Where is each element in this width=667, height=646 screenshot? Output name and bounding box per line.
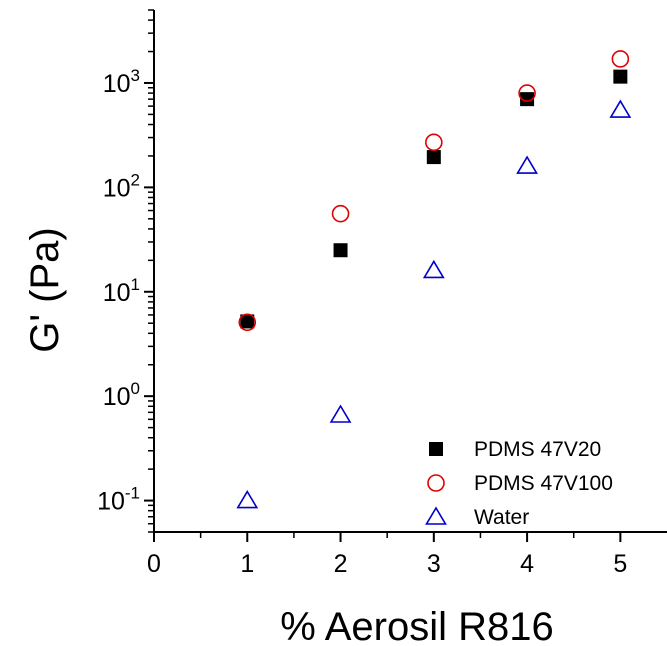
legend-label: Water [474, 506, 529, 529]
data-point-series2 [516, 155, 538, 174]
x-tick-label: 0 [147, 550, 161, 578]
data-point-series0 [613, 69, 628, 84]
legend-marker [429, 442, 443, 456]
x-tick-label: 5 [613, 550, 627, 578]
legend-marker [427, 474, 445, 492]
x-axis-title: % Aerosil R816 [280, 605, 553, 646]
data-point-series2 [422, 259, 445, 279]
y-tick-label: 10-1 [97, 484, 140, 516]
data-point-series0 [426, 150, 441, 165]
data-point-series0 [240, 314, 255, 329]
y-tick-label: 103 [103, 66, 140, 98]
x-tick-label: 1 [240, 550, 254, 578]
data-point-series2 [236, 490, 259, 509]
data-point-series1 [331, 204, 350, 223]
y-tick-label: 102 [103, 170, 140, 202]
legend-marker [425, 506, 447, 525]
x-tick-label: 4 [520, 550, 534, 578]
data-point-series0 [333, 243, 348, 258]
ticks: 0 1 2 3 4 5 10-1 100 101 102 103 [97, 9, 627, 578]
y-tick-label: 101 [103, 275, 140, 307]
y-tick-label: 100 [103, 379, 140, 411]
legend-label: PDMS 47V20 [474, 438, 601, 461]
data-point-series2 [329, 404, 352, 423]
data-point-series0 [520, 92, 535, 107]
legend: PDMS 47V20 PDMS 47V100 Water [425, 438, 613, 529]
data-marks [236, 50, 632, 509]
axes [153, 10, 667, 533]
data-point-series1 [611, 50, 630, 68]
data-point-series1 [518, 84, 536, 102]
x-tick-label: 3 [427, 550, 441, 578]
data-point-series2 [609, 99, 632, 118]
data-point-series1 [425, 133, 443, 152]
x-tick-label: 2 [334, 550, 348, 578]
data-point-series1 [238, 313, 257, 332]
y-axis-title: G' (Pa) [23, 227, 67, 352]
legend-label: PDMS 47V100 [474, 472, 613, 495]
